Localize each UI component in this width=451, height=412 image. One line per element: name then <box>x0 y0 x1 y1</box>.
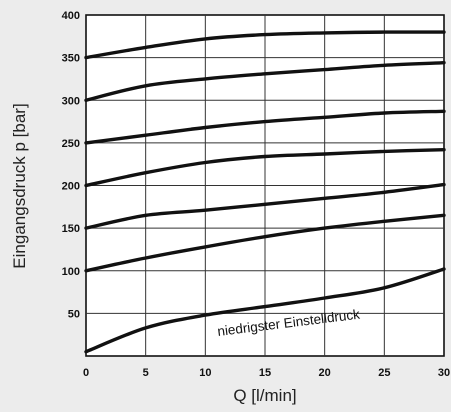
y-tick-label: 150 <box>62 223 80 235</box>
series-line-7 <box>84 267 446 354</box>
y-tick-label: 400 <box>62 10 80 22</box>
x-tick-label: 25 <box>378 367 390 379</box>
y-tick-label: 350 <box>62 53 80 65</box>
series-line-6 <box>84 213 446 273</box>
y-tick-label: 200 <box>62 181 80 193</box>
series-line-2 <box>84 61 446 102</box>
x-tick-label: 15 <box>259 367 271 379</box>
x-tick-label: 5 <box>143 367 149 379</box>
grid-lines <box>86 15 444 356</box>
series-line-1 <box>84 30 446 60</box>
series-line-4 <box>84 148 446 188</box>
y-tick-label: 100 <box>62 266 80 278</box>
series-line-3 <box>84 109 446 145</box>
series-lines <box>84 30 446 354</box>
series-line-5 <box>84 182 446 230</box>
y-tick-label: 50 <box>68 308 80 320</box>
x-tick-label: 0 <box>83 367 89 379</box>
y-tick-label: 300 <box>62 95 80 107</box>
tick-labels: 0 5 10 15 20 25 30 50 100 150 200 250 300 350 400 <box>62 10 450 379</box>
x-tick-label: 20 <box>319 367 331 379</box>
y-axis-title: Eingangsdruck p [bar] <box>10 103 29 268</box>
x-tick-label: 10 <box>199 367 211 379</box>
y-tick-label: 250 <box>62 138 80 150</box>
x-axis-title: Q [l/min] <box>233 386 296 405</box>
x-tick-label: 30 <box>438 367 450 379</box>
